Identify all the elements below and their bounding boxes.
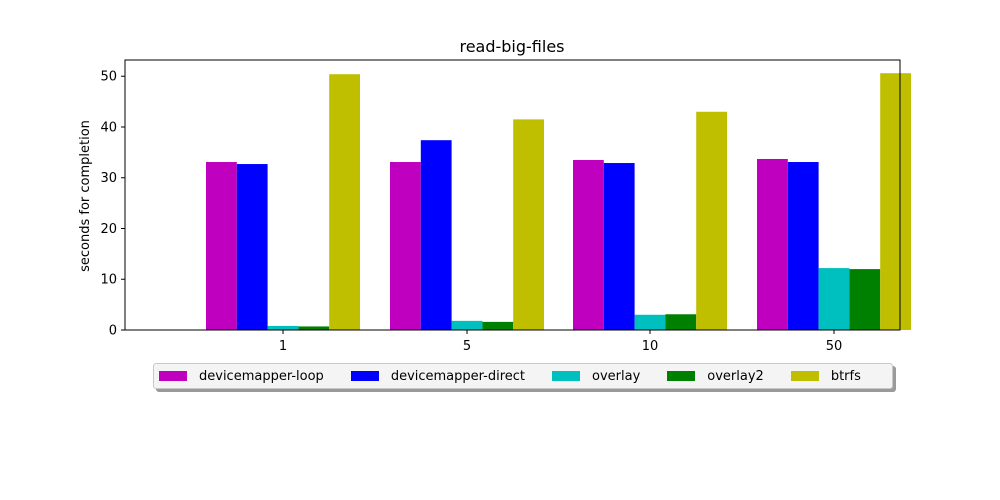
plot-frame [124,59,901,331]
y-tick-label: 0 [109,324,117,339]
bar-devicemapper-loop-10 [573,159,604,330]
y-tick-label: 10 [100,273,117,288]
legend-item-btrfs: btrfs [790,368,861,384]
y-tick-label: 30 [100,171,117,186]
bar-overlay-1 [267,325,299,330]
bar-overlay2-1 [298,326,330,330]
legend-swatch [790,371,819,381]
bar-btrfs-10 [696,111,727,331]
y-axis-label: seconds for completion [78,120,93,272]
bar-devicemapper-loop-50 [757,158,788,330]
chart-title: read-big-files [459,37,564,56]
bar-btrfs-5 [513,119,544,330]
bar-devicemapper-direct-1 [236,164,268,330]
bar-btrfs-1 [329,74,360,331]
legend-swatch [667,371,696,381]
y-tick-label: 40 [100,120,117,135]
legend-item-devicemapper-loop: devicemapper-loop [159,369,324,384]
bar-btrfs-50 [880,73,911,330]
bar-overlay2-50 [849,269,881,330]
legend-swatch [552,371,581,381]
bars-layer [206,73,911,331]
bar-overlay-5 [451,320,483,330]
bar-devicemapper-direct-5 [420,140,452,330]
bar-overlay2-10 [665,314,697,330]
legend-item-overlay: overlay [552,369,640,384]
legend-label: devicemapper-direct [390,368,526,384]
legend-item-devicemapper-direct: devicemapper-direct [350,368,526,384]
y-tick-label: 50 [100,70,117,85]
bar-devicemapper-loop-5 [390,162,421,330]
legend-label: devicemapper-loop [199,368,324,384]
legend-swatch [350,371,379,381]
x-tick-label: 10 [642,339,659,354]
x-tick-label: 50 [826,339,843,354]
bar-devicemapper-loop-1 [206,162,237,330]
bar-overlay-10 [634,314,666,330]
legend-label: btrfs [830,368,861,384]
x-tick-label: 5 [463,339,471,354]
legend: devicemapper-loop devicemapper-direct over… [153,363,893,389]
legend-label: overlay [592,368,641,384]
bar-overlay-50 [818,268,850,330]
x-tick-label: 1 [279,339,287,354]
axes-layer: 0 10 20 30 40 50 1 5 10 50 [100,59,901,354]
bar-overlay2-5 [482,321,514,330]
y-tick-label: 20 [100,222,117,237]
legend-label: overlay2 [707,368,764,384]
legend-swatch [159,371,187,381]
legend-item-overlay2: overlay2 [667,369,764,384]
bar-devicemapper-direct-10 [603,163,635,330]
bar-devicemapper-direct-50 [787,162,819,330]
